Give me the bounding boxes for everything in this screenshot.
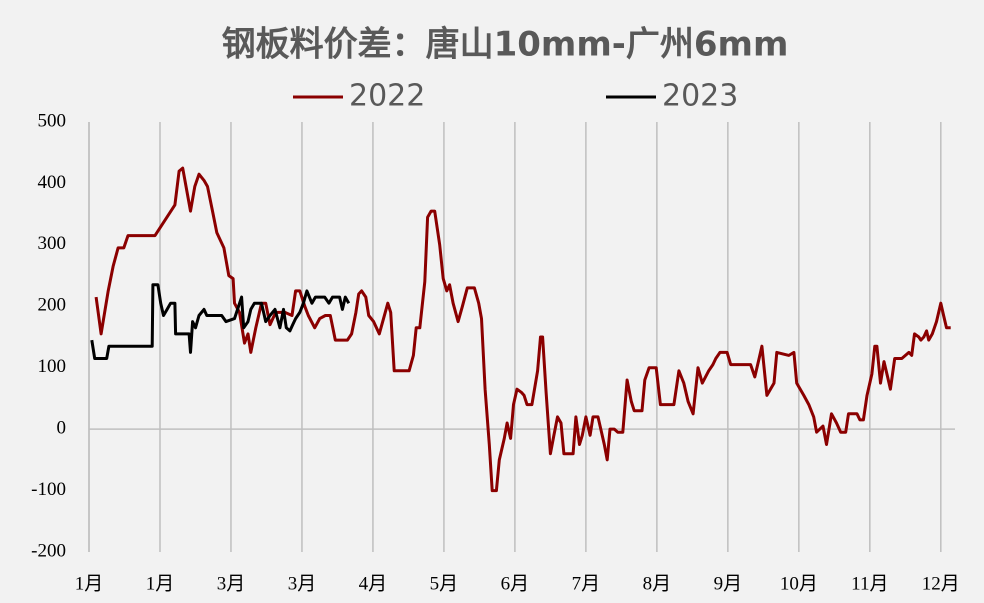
y-tick-label: 200 — [38, 295, 67, 316]
x-tick-label: 1月 — [75, 573, 104, 594]
x-tick-label: 7月 — [572, 573, 601, 594]
y-tick-label: -100 — [31, 479, 66, 500]
y-tick-label: 400 — [38, 172, 67, 193]
legend-label: 2023 — [662, 79, 738, 114]
x-tick-label: 11月 — [851, 573, 888, 594]
x-tick-label: 5月 — [430, 573, 459, 594]
x-tick-label: 1月 — [146, 573, 175, 594]
line-series — [94, 166, 951, 493]
x-tick-label: 10月 — [780, 573, 818, 594]
chart-title: 钢板料价差：唐山10mm-广州6mm — [222, 25, 789, 65]
y-tick-label: 300 — [38, 233, 67, 254]
y-tick-label: 500 — [38, 110, 67, 131]
legend-label: 2022 — [349, 79, 425, 114]
x-tick-label: 8月 — [643, 573, 672, 594]
x-tick-label: 3月 — [288, 573, 317, 594]
y-tick-label: 0 — [57, 418, 67, 439]
line-series — [90, 283, 351, 360]
x-tick-label: 4月 — [359, 573, 388, 594]
x-tick-label: 9月 — [714, 573, 743, 594]
x-tick-label: 3月 — [217, 573, 246, 594]
y-tick-label: -200 — [31, 540, 66, 561]
x-tick-label: 6月 — [501, 573, 530, 594]
x-tick-label: 12月 — [922, 573, 960, 594]
y-tick-label: 100 — [38, 356, 67, 377]
